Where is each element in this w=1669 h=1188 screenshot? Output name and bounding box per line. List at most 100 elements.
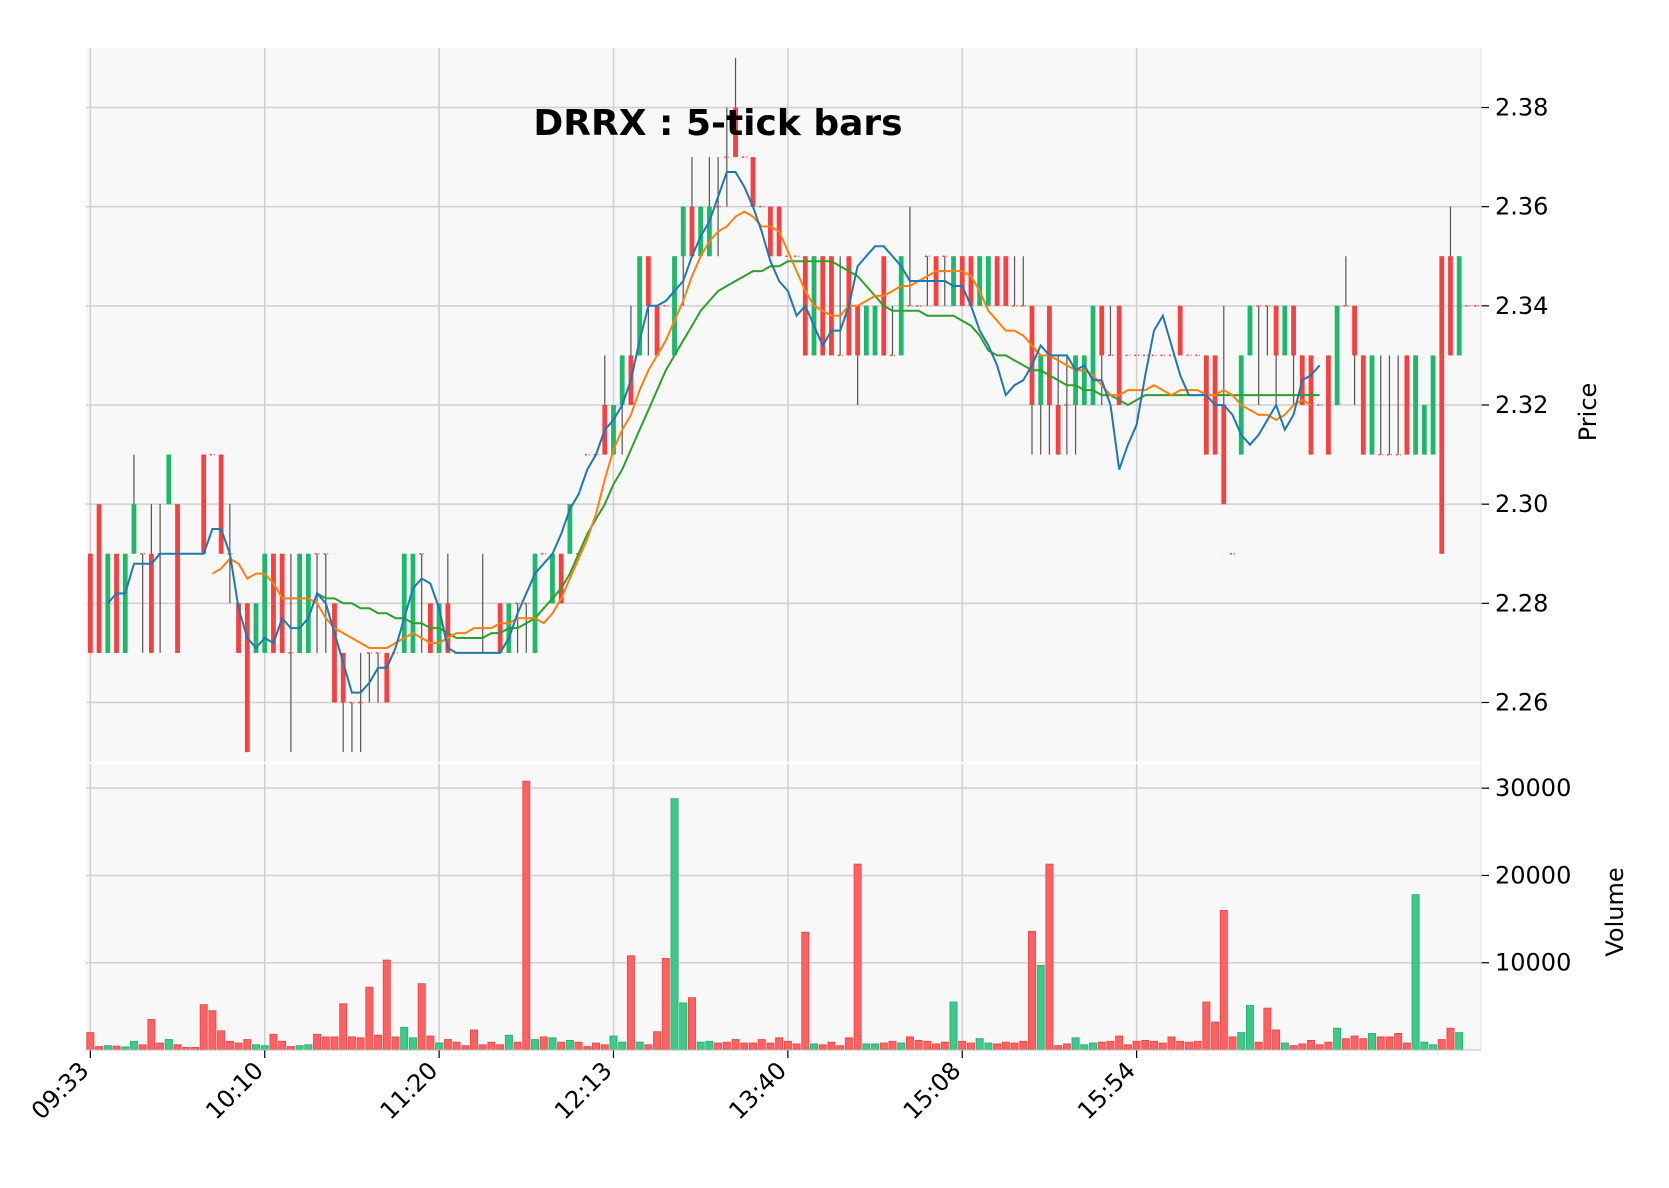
candle	[201, 454, 207, 554]
candle	[1448, 206, 1453, 356]
volume-bar	[400, 1026, 409, 1051]
candle-body	[166, 454, 172, 505]
candle	[532, 553, 538, 653]
candle	[122, 553, 128, 653]
candle	[332, 603, 337, 703]
candle	[1326, 355, 1331, 455]
price-ytick-label: 2.32	[1495, 391, 1548, 419]
volume-bar	[1341, 1038, 1350, 1051]
volume-bar	[827, 1041, 836, 1051]
candle-body	[680, 206, 686, 257]
candle	[96, 504, 102, 653]
candle-body	[689, 206, 695, 257]
candle	[715, 157, 721, 257]
candle	[148, 504, 154, 653]
candle	[1421, 405, 1427, 455]
volume-bar	[984, 1042, 993, 1051]
candle-body	[271, 553, 276, 653]
volume-bar	[975, 1038, 984, 1051]
volume-bar	[1272, 1029, 1281, 1051]
volume-bar	[853, 863, 862, 1051]
candle-body	[244, 603, 250, 753]
candle	[1064, 355, 1070, 455]
volume-bar	[766, 1042, 775, 1051]
volume-bar	[1437, 1039, 1446, 1051]
candle	[140, 553, 146, 653]
volume-bar	[1211, 1021, 1220, 1051]
volume-bar	[470, 1029, 478, 1051]
candle	[1012, 256, 1017, 307]
candle	[1247, 305, 1253, 356]
candle	[968, 256, 974, 306]
candle	[271, 553, 276, 653]
volume-bar	[740, 1042, 749, 1051]
candle-body	[262, 553, 268, 653]
candle	[1387, 355, 1392, 456]
volume-bar	[1019, 1040, 1028, 1051]
volume-bar	[1455, 1032, 1464, 1051]
volume-bar	[1289, 1045, 1298, 1051]
candle-body	[1090, 305, 1096, 405]
candle	[288, 553, 294, 753]
volume-ytick-label: 10000	[1495, 949, 1571, 977]
candle	[419, 553, 425, 653]
volume-bar	[1298, 1043, 1307, 1051]
volume-bar	[1001, 1041, 1010, 1051]
candle-body	[148, 553, 154, 653]
volume-bar	[339, 1003, 348, 1051]
candle	[558, 553, 564, 604]
candle-body	[332, 603, 337, 703]
candle-body	[1413, 355, 1419, 455]
volume-bar	[1036, 964, 1045, 1051]
candle-body	[985, 256, 991, 306]
candle-body	[1326, 355, 1331, 455]
candle-body	[768, 206, 773, 257]
volume-bar	[164, 1039, 173, 1051]
volume-bar	[818, 1044, 827, 1051]
volume-bar	[156, 1042, 165, 1051]
volume-bar	[330, 1036, 339, 1051]
candle-body	[1221, 405, 1227, 505]
price-ytick-label: 2.28	[1495, 589, 1548, 617]
volume-bar	[644, 1044, 653, 1051]
volume-bar	[86, 1032, 95, 1051]
volume-bar	[1254, 1041, 1263, 1051]
price-ytick-label: 2.30	[1495, 490, 1548, 518]
candle	[87, 553, 93, 653]
volume-bar	[949, 1001, 958, 1051]
volume-bar	[1350, 1035, 1359, 1051]
candle-body	[977, 256, 983, 306]
candle	[1456, 256, 1462, 356]
volume-bar	[260, 1045, 269, 1051]
volume-bar	[653, 1031, 662, 1051]
candle-body	[855, 305, 861, 356]
candle	[567, 504, 573, 554]
volume-bar	[478, 1044, 487, 1051]
candle	[166, 454, 172, 505]
volume-bar	[626, 955, 635, 1051]
volume-bar	[1080, 1044, 1089, 1051]
candle	[907, 206, 913, 307]
volume-bar	[103, 1045, 112, 1051]
candle	[855, 305, 861, 405]
candle	[1081, 355, 1087, 405]
volume-bar	[1315, 1044, 1324, 1051]
price-ytick-label: 2.38	[1495, 94, 1548, 122]
volume-bar	[1429, 1044, 1438, 1051]
candle	[820, 256, 826, 356]
volume-bar	[1089, 1042, 1097, 1051]
candle	[689, 157, 695, 257]
candle-body	[1247, 305, 1253, 356]
volume-bar	[452, 1041, 461, 1051]
candle	[131, 454, 137, 554]
candle	[985, 256, 991, 306]
candle-body	[1421, 405, 1427, 455]
volume-bar	[897, 1042, 906, 1051]
volume-bar	[966, 1042, 975, 1051]
volume-bar	[1054, 1045, 1063, 1051]
volume-bar	[408, 1037, 417, 1051]
volume-bar	[1045, 863, 1054, 1051]
volume-bar	[905, 1036, 914, 1051]
candle-body	[863, 305, 869, 356]
volume-bar	[958, 1040, 967, 1051]
